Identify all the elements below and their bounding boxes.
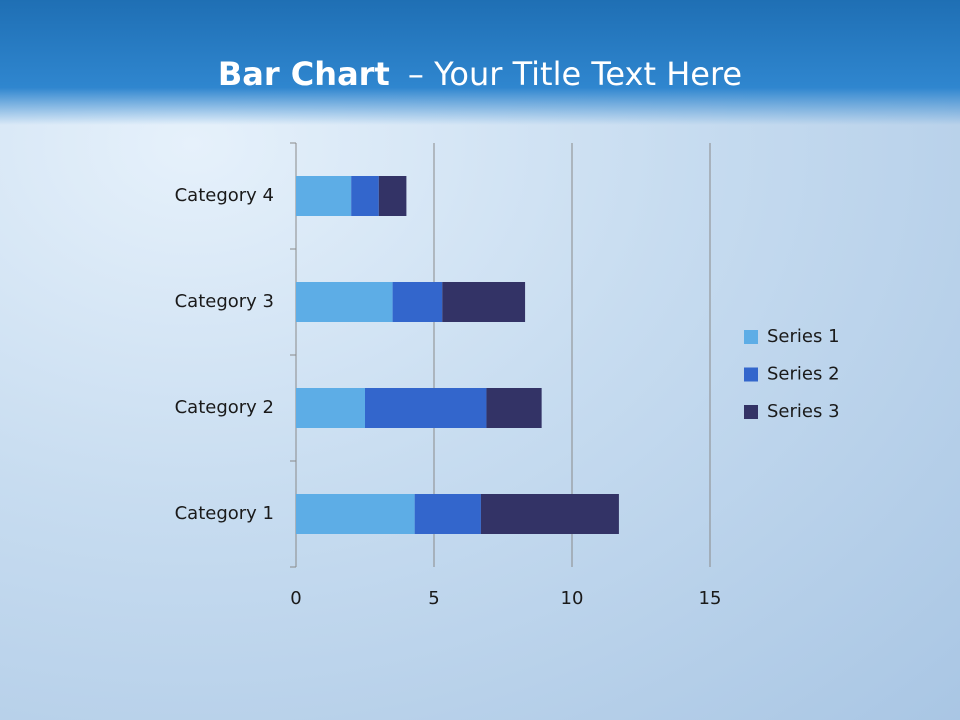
legend-swatch: [744, 367, 758, 382]
y-tick-label: Category 4: [175, 185, 274, 206]
bar: [351, 176, 379, 216]
legend-label: Series 3: [767, 401, 840, 422]
bar: [296, 282, 393, 322]
legend-swatch: [744, 330, 758, 344]
bar: [442, 282, 526, 322]
bar: [480, 494, 619, 534]
bar: [414, 494, 481, 534]
chart-title: Bar Chart – Your Title Text Here: [218, 55, 742, 93]
bar: [378, 176, 407, 216]
bar: [486, 388, 542, 428]
bar: [296, 494, 415, 534]
title-rest: – Your Title Text Here: [408, 55, 742, 93]
bar: [392, 282, 443, 322]
y-tick-label: Category 3: [175, 291, 274, 312]
x-tick-label: 15: [699, 588, 722, 609]
x-tick-label: 10: [561, 588, 584, 609]
bar: [296, 176, 352, 216]
legend-label: Series 1: [767, 326, 840, 347]
title-band: [0, 0, 960, 125]
bar: [365, 388, 487, 428]
bar: [296, 388, 365, 428]
legend-swatch: [744, 405, 758, 419]
y-tick-label: Category 1: [175, 503, 274, 524]
x-tick-label: 0: [290, 588, 301, 609]
title-bold: Bar Chart: [218, 55, 390, 93]
x-tick-label: 5: [428, 588, 439, 609]
y-tick-label: Category 2: [175, 397, 274, 418]
legend-label: Series 2: [767, 364, 840, 385]
